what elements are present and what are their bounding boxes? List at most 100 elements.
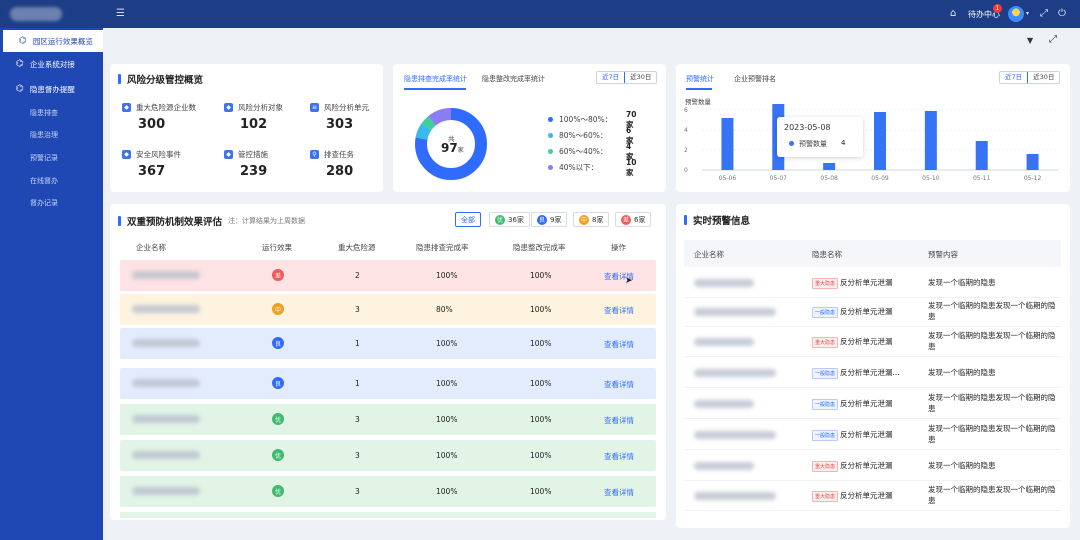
- column-header: 隐患名称: [812, 250, 842, 259]
- todo-count-badge: 1: [993, 4, 1002, 13]
- view-details-link[interactable]: 查看详情: [604, 488, 634, 497]
- grade-badge: 优: [272, 485, 284, 497]
- table-row: 良 1 100% 100% 查看详情: [120, 328, 656, 359]
- company-name-redacted: [694, 462, 754, 470]
- filter-good[interactable]: 良 9家: [531, 212, 568, 227]
- alert-content: 发现一个临期的隐患发现一个临期的隐患: [928, 393, 1056, 413]
- bar[interactable]: [721, 118, 734, 170]
- sidebar-subitem-supervision-records[interactable]: 督办记录: [30, 199, 58, 207]
- alerts-table-header: 企业名称 隐患名称 预警内容: [684, 240, 1061, 267]
- bar[interactable]: [924, 111, 937, 170]
- view-details-link[interactable]: 查看详情: [604, 306, 634, 315]
- alert-row[interactable]: 一般隐患 反分析单元泄漏 发现一个临期的隐患发现一个临期的隐患: [684, 421, 1061, 450]
- company-name-redacted: [694, 400, 754, 408]
- table-row: 中 3 80% 100% 查看详情: [120, 294, 656, 325]
- tab-rectification-completion[interactable]: 隐患整改完成率统计: [482, 75, 545, 83]
- dropdown-icon[interactable]: ▼: [1027, 36, 1034, 45]
- view-details-link[interactable]: 查看详情: [604, 272, 634, 281]
- filter-excellent[interactable]: 优 36家: [489, 212, 530, 227]
- alert-row[interactable]: 一般隐患 反分析单元泄漏... 发现一个临期的隐患: [684, 359, 1061, 388]
- range-30-days[interactable]: 近30日: [1033, 73, 1055, 81]
- view-details-link[interactable]: 查看详情: [604, 416, 634, 425]
- range-7-days[interactable]: 近7日: [597, 72, 626, 83]
- legend-row: 40%以下： 10家: [548, 158, 636, 177]
- filter-poor[interactable]: 差 6家: [615, 212, 652, 227]
- hazard-name: 反分析单元泄漏: [840, 399, 893, 408]
- grade-badge: 优: [272, 413, 284, 425]
- y-tick-label: 2: [684, 147, 688, 154]
- risk-stat-analysis-units: ≡ 风险分析单元 303: [310, 103, 369, 132]
- alert-content: 发现一个临期的隐患发现一个临期的隐患: [928, 331, 1056, 351]
- warning-bar-chart: 0 2 4 6 05-06 05-07 05-08 05-09 05-10 05-11 05-12: [684, 104, 1058, 182]
- grade-badge: 良: [272, 377, 284, 389]
- bar[interactable]: [975, 141, 988, 170]
- hazard-name: 反分析单元泄漏: [840, 278, 893, 287]
- sidebar-item-overview[interactable]: ⌬ 园区运行效果概览: [0, 30, 103, 52]
- warning-stats-card: [676, 64, 1070, 192]
- menu-icon[interactable]: ☰: [116, 8, 125, 19]
- view-details-link[interactable]: 查看详情: [604, 380, 634, 389]
- tab-warning-stats[interactable]: 预警统计: [686, 75, 714, 83]
- tab-company-warning-ranking[interactable]: 企业预警排名: [734, 75, 776, 83]
- filter-medium[interactable]: 中 8家: [573, 212, 610, 227]
- alert-row[interactable]: 重大隐患 反分析单元泄漏 发现一个临期的隐患: [684, 269, 1061, 298]
- stack-icon: ≡: [310, 103, 319, 112]
- avatar[interactable]: [1008, 6, 1024, 22]
- expand-icon[interactable]: ⤢: [1040, 8, 1048, 19]
- bar[interactable]: [823, 163, 836, 170]
- alert-row[interactable]: 一般隐患 反分析单元泄漏 发现一个临期的隐患发现一个临期的隐患: [684, 298, 1061, 327]
- table-row: 优 3 100% 100% 查看详情: [120, 404, 656, 435]
- bar[interactable]: [874, 112, 886, 170]
- rectification-rate: 100%: [530, 379, 552, 388]
- company-name-redacted: [132, 379, 200, 387]
- hazard-level-tag: 一般隐患: [812, 399, 839, 410]
- chart-tooltip: 2023-05-08 预警数量 4: [777, 117, 863, 157]
- range-toggle: 近7日 近30日: [596, 71, 658, 84]
- home-icon[interactable]: ⌂: [950, 8, 957, 19]
- risk-stat-control-measures: ◆ 管控措施 239: [224, 149, 268, 179]
- org-chart-icon: ⌬: [16, 59, 24, 69]
- tab-inspection-completion[interactable]: 隐患排查完成率统计: [404, 75, 467, 83]
- major-hazard-count: 3: [355, 305, 360, 314]
- company-name-redacted: [132, 339, 200, 347]
- major-hazard-count: 2: [355, 271, 360, 280]
- donut-slice[interactable]: [415, 108, 487, 180]
- y-tick-label: 0: [684, 167, 688, 174]
- cursor-icon: ➤: [625, 276, 633, 286]
- sidebar-item-system-integration[interactable]: ⌬ 企业系统对接: [0, 53, 103, 75]
- todo-center-link[interactable]: 待办中心: [968, 10, 1000, 19]
- grade-badge: 优: [272, 449, 284, 461]
- logo: [10, 7, 62, 21]
- bar[interactable]: [1026, 154, 1039, 170]
- hazard-level-tag: 一般隐患: [812, 368, 839, 379]
- column-header: 运行效果: [262, 243, 292, 252]
- alert-content: 发现一个临期的隐患发现一个临期的隐患: [928, 485, 1056, 505]
- org-chart-icon: ⌬: [19, 36, 27, 46]
- column-header: 隐患整改完成率: [513, 243, 566, 252]
- view-details-link[interactable]: 查看详情: [604, 452, 634, 461]
- chevron-down-icon[interactable]: ▾: [1026, 10, 1030, 17]
- hazard-level-tag: 重大隐患: [812, 461, 839, 472]
- sidebar-subitem-hazard-governance[interactable]: 隐患治理: [30, 131, 58, 139]
- sidebar-item-hazard-reminder[interactable]: ⌬ 隐患督办提醒: [0, 78, 103, 100]
- fullscreen-icon[interactable]: ⤢: [1049, 34, 1057, 45]
- sidebar-subitem-warning-records[interactable]: 预警记录: [30, 154, 58, 162]
- sidebar-item-label: 隐患督办提醒: [29, 84, 75, 94]
- x-tick-label: 05-11: [973, 175, 991, 182]
- range-30-days[interactable]: 近30日: [630, 73, 652, 81]
- alert-row[interactable]: 重大隐患 反分析单元泄漏 发现一个临期的隐患发现一个临期的隐患: [684, 482, 1061, 511]
- alert-content: 发现一个临期的隐患发现一个临期的隐患: [928, 301, 1056, 321]
- alert-row[interactable]: 重大隐患 反分析单元泄漏 发现一个临期的隐患: [684, 452, 1061, 481]
- risk-overview-card: [110, 64, 383, 192]
- y-tick-label: 6: [684, 107, 688, 114]
- filter-all[interactable]: 全部: [455, 212, 481, 227]
- grade-badge: 中: [272, 303, 284, 315]
- alerts-title: 实时预警信息: [684, 213, 750, 227]
- range-7-days[interactable]: 近7日: [1000, 72, 1029, 83]
- alert-row[interactable]: 重大隐患 反分析单元泄漏 发现一个临期的隐患发现一个临期的隐患: [684, 328, 1061, 357]
- alert-row[interactable]: 一般隐患 反分析单元泄漏 发现一个临期的隐患发现一个临期的隐患: [684, 390, 1061, 419]
- view-details-link[interactable]: 查看详情: [604, 340, 634, 349]
- sidebar-subitem-online-supervision[interactable]: 在线督办: [30, 177, 58, 185]
- power-icon[interactable]: ⏻: [1058, 8, 1066, 19]
- sidebar-subitem-hazard-check[interactable]: 隐患排查: [30, 109, 58, 117]
